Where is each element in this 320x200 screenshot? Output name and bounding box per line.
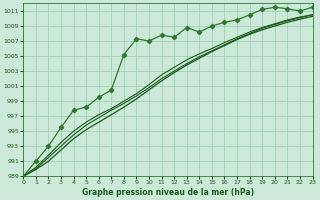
X-axis label: Graphe pression niveau de la mer (hPa): Graphe pression niveau de la mer (hPa) bbox=[82, 188, 254, 197]
